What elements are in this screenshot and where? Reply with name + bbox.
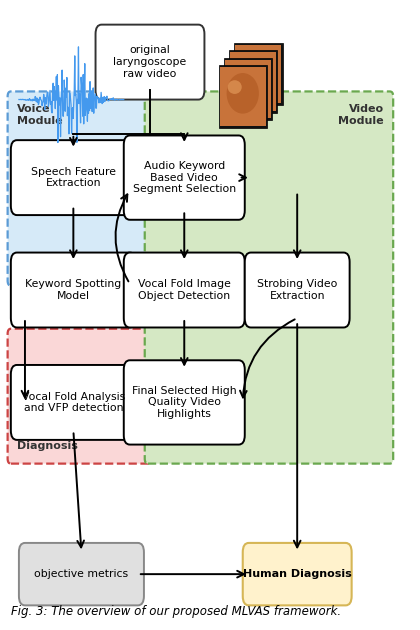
FancyBboxPatch shape xyxy=(124,253,245,328)
Bar xyxy=(218,66,267,128)
FancyBboxPatch shape xyxy=(11,140,136,215)
Text: Video
Module: Video Module xyxy=(338,104,384,125)
Bar xyxy=(236,45,281,103)
FancyBboxPatch shape xyxy=(95,25,205,100)
Text: Vocal Fold Analysis
and VFP detection: Vocal Fold Analysis and VFP detection xyxy=(22,392,125,413)
FancyBboxPatch shape xyxy=(124,135,245,220)
FancyBboxPatch shape xyxy=(19,543,144,605)
Bar xyxy=(230,52,276,111)
FancyBboxPatch shape xyxy=(8,329,151,464)
Text: Human Diagnosis: Human Diagnosis xyxy=(243,569,352,579)
Bar xyxy=(225,60,271,118)
Text: objective metrics: objective metrics xyxy=(34,569,129,579)
Text: original
laryngoscope
raw video: original laryngoscope raw video xyxy=(113,45,186,79)
Text: Audio Keyword
Based Video
Segment Selection: Audio Keyword Based Video Segment Select… xyxy=(133,161,236,194)
FancyBboxPatch shape xyxy=(124,360,245,445)
FancyBboxPatch shape xyxy=(243,543,352,605)
Bar xyxy=(234,43,283,105)
FancyBboxPatch shape xyxy=(11,253,136,328)
Bar xyxy=(220,67,266,126)
FancyBboxPatch shape xyxy=(11,365,136,440)
FancyBboxPatch shape xyxy=(245,253,349,328)
Text: Computer
Diagnosis: Computer Diagnosis xyxy=(17,430,78,451)
Text: Keyword Spotting
Model: Keyword Spotting Model xyxy=(25,279,121,301)
Text: Speech Feature
Extraction: Speech Feature Extraction xyxy=(31,167,116,188)
Text: Final Selected High
Quality Video
Highlights: Final Selected High Quality Video Highli… xyxy=(132,386,236,419)
Text: Vocal Fold Image
Object Detection: Vocal Fold Image Object Detection xyxy=(138,279,231,301)
Text: Strobing Video
Extraction: Strobing Video Extraction xyxy=(257,279,337,301)
Text: Fig. 3: The overview of our proposed MLVAS framework.: Fig. 3: The overview of our proposed MLV… xyxy=(11,605,341,618)
Text: Voice
Module: Voice Module xyxy=(17,104,63,125)
Bar xyxy=(224,58,272,120)
FancyBboxPatch shape xyxy=(145,91,393,464)
Ellipse shape xyxy=(227,73,259,113)
FancyBboxPatch shape xyxy=(8,91,151,285)
Bar xyxy=(229,50,278,113)
Ellipse shape xyxy=(228,80,242,94)
